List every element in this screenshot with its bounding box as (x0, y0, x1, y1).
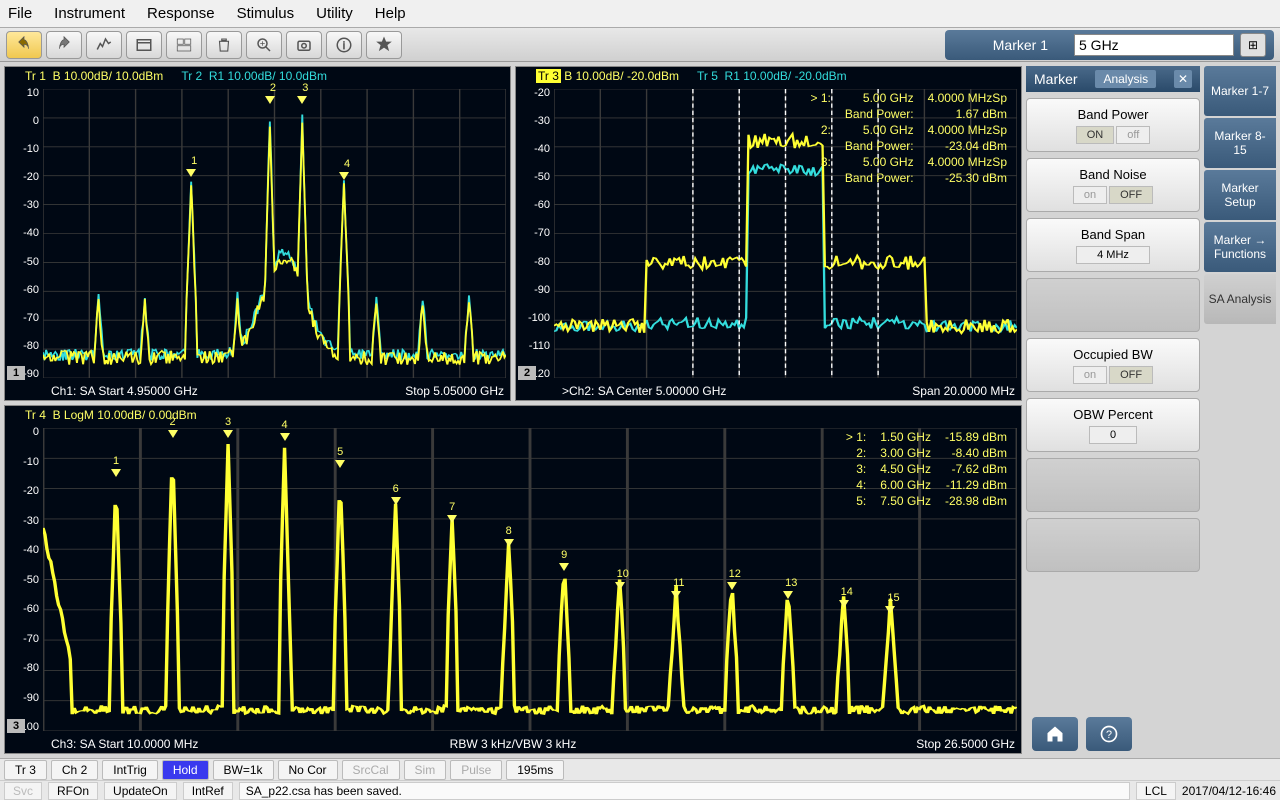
undo-button[interactable] (6, 31, 42, 59)
favorite-button[interactable] (366, 31, 402, 59)
status-chip[interactable]: 195ms (506, 760, 564, 780)
softkey-1[interactable]: Band NoiseonOFF (1026, 158, 1200, 212)
plot3-body: 0-10-20-30-40-50-60-70-80-90-100 > 1:1.5… (5, 424, 1021, 735)
plot2-body: -20-30-40-50-60-70-80-90-100-110-120 > 1… (516, 85, 1021, 382)
right-panel: Marker Analysis ✕ Band PowerONoff Band No… (1026, 66, 1276, 754)
marker-value-input[interactable] (1074, 34, 1234, 56)
menu-help[interactable]: Help (375, 5, 406, 22)
softkey-2[interactable]: Band Span4 MHz (1026, 218, 1200, 272)
status-chip[interactable]: Hold (162, 760, 209, 780)
help-button[interactable]: ? (1086, 717, 1132, 751)
status-rfon: RFOn (48, 782, 98, 800)
plot2-trace1: Tr 3 B 10.00dB/ -20.0dBm (536, 69, 679, 83)
status-intref: IntRef (183, 782, 233, 800)
status-message: SA_p22.csa has been saved. (239, 782, 1130, 800)
tab-2[interactable]: Marker Setup (1204, 170, 1276, 220)
plot1-trace1: Tr 1 B 10.00dB/ 10.0dBm (25, 69, 163, 83)
menu-utility[interactable]: Utility (316, 5, 353, 22)
status-chip[interactable]: No Cor (278, 760, 338, 780)
plot2-panel[interactable]: Tr 3 B 10.00dB/ -20.0dBm Tr 5 R1 10.00dB… (515, 66, 1022, 401)
softkey-4[interactable]: Occupied BWonOFF (1026, 338, 1200, 392)
plot3-chnum: 3 (7, 719, 25, 733)
home-button[interactable] (1032, 717, 1078, 751)
side-tabs: Marker 1-7Marker 8-15Marker SetupMarker … (1204, 66, 1276, 754)
capture-button[interactable] (286, 31, 322, 59)
softkey-6 (1026, 458, 1200, 512)
softkey-0[interactable]: Band PowerONoff (1026, 98, 1200, 152)
toolbar: i Marker 1 ⊞ (0, 28, 1280, 62)
menu-instrument[interactable]: Instrument (54, 5, 125, 22)
redo-button[interactable] (46, 31, 82, 59)
close-icon[interactable]: ✕ (1174, 70, 1192, 88)
plot2-trace2: Tr 5 R1 10.00dB/ -20.0dBm (697, 69, 847, 83)
softkey-5[interactable]: OBW Percent0 (1026, 398, 1200, 452)
delete-button[interactable] (206, 31, 242, 59)
plot2-header: Tr 3 B 10.00dB/ -20.0dBm Tr 5 R1 10.00dB… (516, 67, 1021, 85)
keypad-button[interactable]: ⊞ (1240, 33, 1266, 57)
trace-button[interactable] (86, 31, 122, 59)
tab-0[interactable]: Marker 1-7 (1204, 66, 1276, 116)
plot3-panel[interactable]: Tr 4 B LogM 10.00dB/ 0.00dBm 0-10-20-30-… (4, 405, 1022, 754)
plot2-chnum: 2 (518, 366, 536, 380)
plot1-footer: Ch1: SA Start 4.95000 GHzStop 5.05000 GH… (5, 382, 510, 400)
softkey-3 (1026, 278, 1200, 332)
menu-stimulus[interactable]: Stimulus (237, 5, 295, 22)
status-datetime: 2017/04/12-16:46 (1182, 784, 1276, 798)
softkey-header: Marker Analysis ✕ (1026, 66, 1200, 92)
plot1-chnum: 1 (7, 366, 25, 380)
status-svc: Svc (4, 782, 42, 800)
window-button[interactable] (126, 31, 162, 59)
status-chip[interactable]: Sim (404, 760, 447, 780)
softkey-column: Marker Analysis ✕ Band PowerONoff Band No… (1026, 66, 1200, 754)
tab-4[interactable]: SA Analysis (1204, 274, 1276, 324)
menu-response[interactable]: Response (147, 5, 215, 22)
status-update: UpdateOn (104, 782, 177, 800)
status-bar-2: Svc RFOn UpdateOn IntRef SA_p22.csa has … (0, 780, 1280, 800)
status-chip[interactable]: IntTrig (102, 760, 158, 780)
status-chip[interactable]: BW=1k (213, 760, 274, 780)
status-bar-1: Tr 3Ch 2IntTrigHoldBW=1kNo CorSrcCalSimP… (0, 758, 1280, 780)
status-chip[interactable]: Ch 2 (51, 760, 98, 780)
layout-button[interactable] (166, 31, 202, 59)
tab-1[interactable]: Marker 8-15 (1204, 118, 1276, 168)
tab-3[interactable]: Marker → Functions (1204, 222, 1276, 272)
plot1-body: 100-10-20-30-40-50-60-70-80-90 1234 (5, 85, 510, 382)
status-chip[interactable]: Tr 3 (4, 760, 47, 780)
plot3-header: Tr 4 B LogM 10.00dB/ 0.00dBm (5, 406, 1021, 424)
status-chip[interactable]: Pulse (450, 760, 502, 780)
plot2-footer: >Ch2: SA Center 5.00000 GHzSpan 20.0000 … (516, 382, 1021, 400)
plot1-panel[interactable]: Tr 1 B 10.00dB/ 10.0dBm Tr 2 R1 10.00dB/… (4, 66, 511, 401)
marker-input-label: Marker 1 (993, 37, 1048, 53)
plot3-footer: Ch3: SA Start 10.0000 MHz RBW 3 kHz/VBW … (5, 735, 1021, 753)
svg-text:i: i (343, 40, 345, 51)
svg-text:?: ? (1106, 729, 1112, 741)
status-lcl[interactable]: LCL (1136, 782, 1176, 800)
marker-input-bar: Marker 1 ⊞ (945, 30, 1274, 60)
zoom-button[interactable] (246, 31, 282, 59)
plot1-trace2: Tr 2 R1 10.00dB/ 10.0dBm (181, 69, 327, 83)
plot1-header: Tr 1 B 10.00dB/ 10.0dBm Tr 2 R1 10.00dB/… (5, 67, 510, 85)
info-button[interactable]: i (326, 31, 362, 59)
status-chip[interactable]: SrcCal (342, 760, 400, 780)
softkey-7 (1026, 518, 1200, 572)
menubar: File Instrument Response Stimulus Utilit… (0, 0, 1280, 28)
menu-file[interactable]: File (8, 5, 32, 22)
